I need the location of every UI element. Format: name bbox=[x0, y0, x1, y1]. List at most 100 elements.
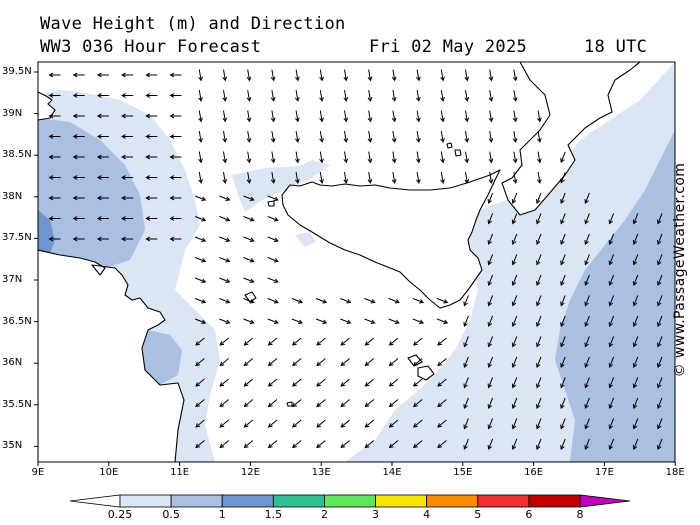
wave-arrow bbox=[416, 172, 421, 184]
wave-arrow bbox=[121, 113, 134, 119]
wave-arrow bbox=[488, 151, 494, 164]
wave-arrow bbox=[464, 172, 470, 184]
wave-arrow bbox=[364, 358, 375, 367]
wave-arrow bbox=[512, 90, 518, 102]
wave-arrow bbox=[72, 154, 85, 160]
wave-arrow bbox=[343, 90, 349, 102]
wave-arrow bbox=[340, 298, 352, 304]
wave-arrow bbox=[511, 356, 518, 369]
wave-arrow bbox=[584, 213, 590, 225]
wave-arrow bbox=[72, 175, 85, 180]
colorbar-label: 6 bbox=[525, 508, 533, 521]
wave-arrow bbox=[267, 277, 279, 283]
wave-arrow bbox=[657, 315, 663, 328]
wave-arrow bbox=[194, 298, 207, 304]
wave-arrow bbox=[632, 438, 639, 451]
wave-arrow bbox=[96, 216, 109, 221]
wave-arrow bbox=[219, 195, 231, 201]
wave-arrow bbox=[291, 318, 304, 324]
wave-arrow bbox=[222, 90, 228, 102]
wave-arrow bbox=[657, 213, 663, 225]
wave-arrow bbox=[391, 172, 397, 184]
wave-arrow bbox=[145, 195, 158, 201]
wave-arrow bbox=[536, 438, 542, 451]
colorbar-segment bbox=[375, 494, 428, 508]
wave-arrow bbox=[364, 318, 376, 324]
wave-arrow bbox=[315, 298, 328, 304]
wave-arrow bbox=[292, 358, 302, 367]
wave-arrow bbox=[463, 315, 469, 328]
wave-arrow bbox=[536, 233, 542, 246]
wave-arrow bbox=[340, 318, 352, 324]
wave-arrow bbox=[512, 131, 518, 143]
wave-arrow bbox=[487, 438, 494, 451]
malta-coast bbox=[407, 354, 423, 367]
lon-label: 10E bbox=[99, 467, 119, 478]
wave-arrow bbox=[145, 154, 158, 160]
wave-arrow bbox=[243, 195, 255, 201]
wave-arrow bbox=[243, 358, 254, 367]
colorbar-segment bbox=[221, 494, 274, 508]
wave-arrow bbox=[560, 172, 566, 184]
wave-arrow bbox=[243, 318, 255, 324]
wave-arrow bbox=[388, 399, 399, 408]
lon-label: 17E bbox=[594, 467, 614, 478]
wave-arrow bbox=[488, 172, 494, 184]
wave-arrow bbox=[608, 254, 615, 266]
wave-arrow bbox=[295, 110, 300, 123]
wave-arrow bbox=[413, 399, 423, 408]
wave-arrow bbox=[267, 195, 279, 201]
wave-arrow bbox=[632, 397, 639, 410]
wave-arrow bbox=[488, 69, 494, 82]
wave-arrow bbox=[608, 356, 615, 369]
wave-arrow bbox=[48, 195, 61, 201]
lat-label: 39.5N bbox=[2, 66, 32, 77]
wave-arrow bbox=[632, 274, 639, 287]
wave-arrow bbox=[512, 110, 518, 123]
wave-arrow bbox=[169, 72, 182, 78]
wave-arrow bbox=[367, 172, 373, 184]
wave-arrow bbox=[96, 236, 109, 242]
wave-arrow bbox=[194, 216, 207, 222]
wave-arrow bbox=[657, 274, 663, 287]
colorbar-segment bbox=[170, 494, 223, 508]
wave-arrow bbox=[72, 236, 85, 242]
wave-arrow bbox=[391, 151, 397, 164]
wave-arrow bbox=[295, 172, 300, 184]
wave-arrow bbox=[270, 131, 276, 143]
wave-arrow bbox=[198, 131, 203, 143]
wave-arrow bbox=[536, 192, 542, 205]
wave-arrow bbox=[169, 216, 182, 221]
gozo-coast bbox=[417, 365, 435, 381]
wave-arrow bbox=[194, 236, 207, 242]
wave-arrow bbox=[560, 377, 566, 389]
wave-arrow bbox=[560, 356, 566, 369]
wave-arrow bbox=[270, 90, 276, 102]
wave-arrow bbox=[121, 216, 134, 221]
wave-arrow bbox=[463, 336, 469, 348]
wave-arrow bbox=[243, 440, 254, 449]
wave-arrow bbox=[537, 172, 542, 184]
forecast-label: WW3 036 Hour Forecast bbox=[40, 37, 262, 57]
wave-arrow bbox=[96, 175, 109, 180]
wave-arrow bbox=[632, 295, 639, 307]
wave-arrow bbox=[48, 154, 61, 160]
lat-label: 36.5N bbox=[2, 315, 32, 327]
wave-arrow bbox=[436, 298, 449, 304]
wave-arrow bbox=[632, 315, 639, 328]
wave-arrow bbox=[319, 131, 324, 143]
wave-arrow bbox=[270, 69, 276, 82]
wave-arrow bbox=[657, 356, 663, 369]
wave-arrow bbox=[463, 356, 469, 369]
wave-arrow bbox=[413, 440, 423, 449]
wave-arrow bbox=[340, 358, 350, 367]
wave-arrow bbox=[243, 257, 255, 263]
wave-arrow bbox=[270, 110, 276, 123]
wave-arrow bbox=[440, 69, 445, 82]
wave-arrow bbox=[267, 399, 278, 408]
wave-arrow bbox=[560, 397, 566, 410]
wave-arrow bbox=[511, 336, 518, 348]
wave-arrow bbox=[511, 397, 518, 410]
wave-arrow bbox=[584, 336, 590, 348]
wave-arrow bbox=[292, 337, 302, 346]
